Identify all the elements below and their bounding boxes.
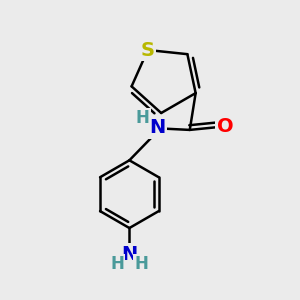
Text: H: H: [110, 255, 124, 273]
Text: H: H: [136, 109, 150, 127]
Text: S: S: [141, 40, 155, 59]
Text: O: O: [217, 118, 233, 136]
Text: N: N: [121, 245, 137, 264]
Text: N: N: [149, 118, 166, 137]
Text: H: H: [135, 255, 149, 273]
